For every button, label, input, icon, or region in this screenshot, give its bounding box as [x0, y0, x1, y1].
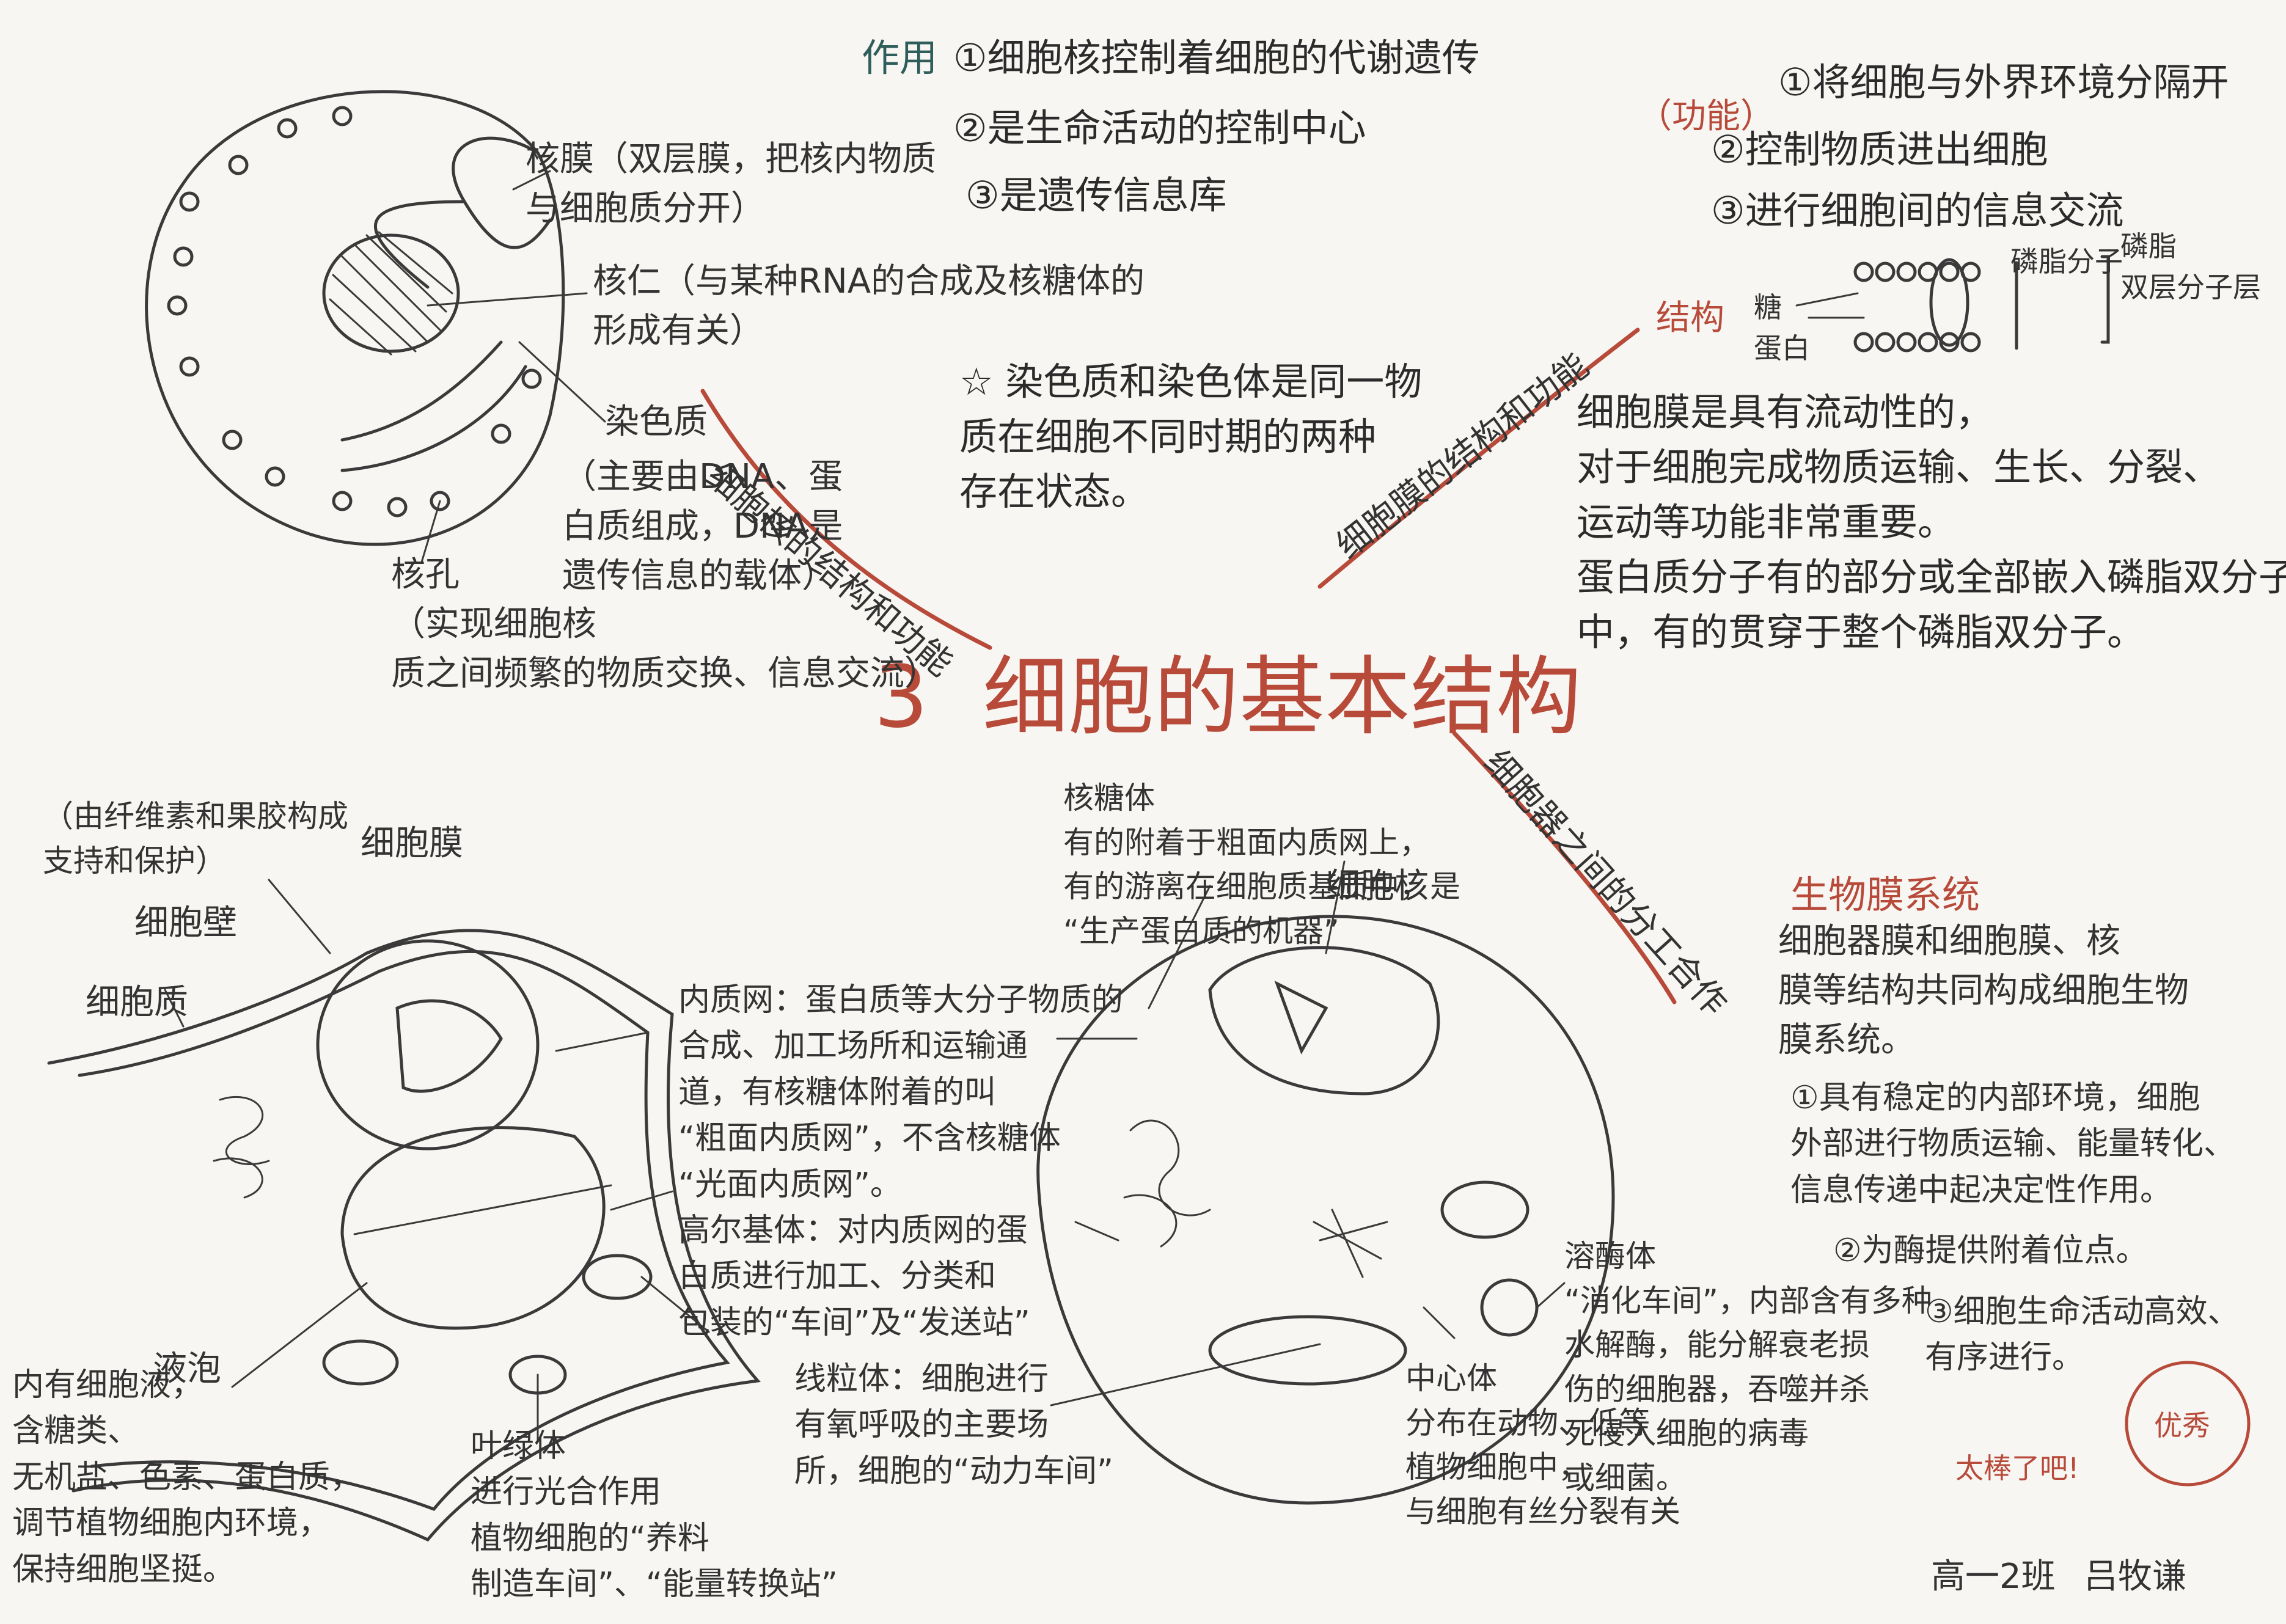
plant-cell-membrane-label: 细胞膜: [361, 824, 463, 863]
lysosome-note: 溶酶体 “消化车间”，内部含有多种 水解酶，能分解衰老损 伤的细胞器，吞噬并杀 …: [1564, 1238, 1932, 1496]
nucleus-drawing: [145, 90, 606, 563]
membrane-function-heading: （功能）: [1638, 97, 1775, 136]
chromatin-note: （主要由DNA、蛋 白质组成，DNA是 遗传信息的载体）: [562, 457, 843, 596]
membrane-notes: 细胞膜是具有流动性的， 对于细胞完成物质运输、生长、分裂、 运动等功能非常重要。…: [1577, 390, 2286, 654]
nuclear-envelope-label: 核膜（双层膜，把核内物质 与细胞质分开）: [526, 139, 936, 229]
page-title: 3 细胞的基本结构: [874, 648, 1582, 747]
membrane-function-1: ①将细胞与外界环境分隔开: [1778, 60, 2229, 104]
biomembrane-point-3: ③细胞生命活动高效、 有序进行。: [1925, 1293, 2240, 1377]
chloroplast-note: 叶绿体 进行光合作用 植物细胞的“养料 制造车间”、“能量转换站”: [471, 1428, 838, 1603]
membrane-structure-heading: 结构: [1656, 298, 1724, 338]
nuclear-pore-label: 核孔 （实现细胞核 质之间频繁的物质交换、信息交流）: [391, 555, 939, 694]
plant-cell-drawing: [47, 879, 761, 1542]
membrane-function-2: ②控制物质进出细胞: [1711, 127, 2048, 172]
cell-wall-note: （由纤维素和果胶构成 支持和保护）: [43, 799, 348, 879]
biomembrane-point-2: ②为酶提供附着位点。: [1833, 1232, 2148, 1269]
cell-wall-label: 细胞壁: [134, 903, 237, 943]
biomembrane-text: 细胞器膜和细胞膜、核 膜等结构共同构成细胞生物 膜系统。: [1778, 921, 2189, 1061]
ribosome-note: 核糖体 有的附着于粗面内质网上， 有的游离在细胞质基质中，是 “生产蛋白质的机器…: [1063, 780, 1460, 949]
nucleus-function-1: ①细胞核控制着细胞的代谢遗传: [953, 35, 1480, 80]
glycoprotein-label: 糖 蛋白: [1754, 291, 1810, 365]
nucleus-function-2: ②是生命活动的控制中心: [953, 106, 1366, 150]
chromatin-chromosome-note: ☆ 染色质和染色体是同一物 质在细胞不同时期的两种 存在状态。: [959, 359, 1423, 514]
mitochondria-note: 线粒体：细胞进行 有氧呼吸的主要场 所，细胞的“动力车间”: [794, 1361, 1113, 1490]
membrane-function-3: ③进行细胞间的信息交流: [1711, 188, 2124, 233]
vacuole-note: 内有细胞液， 含糖类、 无机盐、色素、蛋白质， 调节植物细胞内环境， 保持细胞坚…: [12, 1367, 362, 1588]
vacuole-label: 液泡: [153, 1349, 221, 1389]
biomembrane-title: 生物膜系统: [1790, 872, 1980, 917]
student-name: 吕牧谦: [2084, 1557, 2186, 1597]
er-golgi-note: 内质网：蛋白质等大分子物质的 合成、加工场所和运输通 道，有核糖体附着的叫 “粗…: [678, 982, 1124, 1341]
bilayer-drawing: [1795, 255, 2110, 353]
nucleus-function-3: ③是遗传信息库: [965, 173, 1227, 218]
chromatin-label: 染色质: [605, 402, 708, 442]
student-class: 高一2班: [1931, 1557, 2056, 1597]
bilayer-label: 磷脂 双层分子层: [2120, 230, 2261, 304]
centrosome-note: 中心体 分布在动物、低等 植物细胞中， 与细胞有丝分裂有关: [1405, 1361, 1680, 1529]
teacher-comment: 太棒了吧!: [1955, 1452, 2079, 1485]
animal-cell-drawing: [1036, 860, 1615, 1505]
nucleolus-label: 核仁（与某种RNA的合成及核糖体的 形成有关）: [593, 262, 1145, 351]
animal-nucleus-label: 细胞核: [1326, 866, 1429, 906]
cytoplasm-label: 细胞质: [86, 982, 188, 1022]
phospholipid-label: 磷脂分子: [2010, 245, 2123, 278]
grade-stamp: 优秀: [2154, 1409, 2210, 1442]
nucleus-function-heading: 作用: [862, 35, 938, 80]
biomembrane-point-1: ①具有稳定的内部环境，细胞 外部进行物质运输、能量转化、 信息传递中起决定性作用…: [1790, 1080, 2236, 1209]
